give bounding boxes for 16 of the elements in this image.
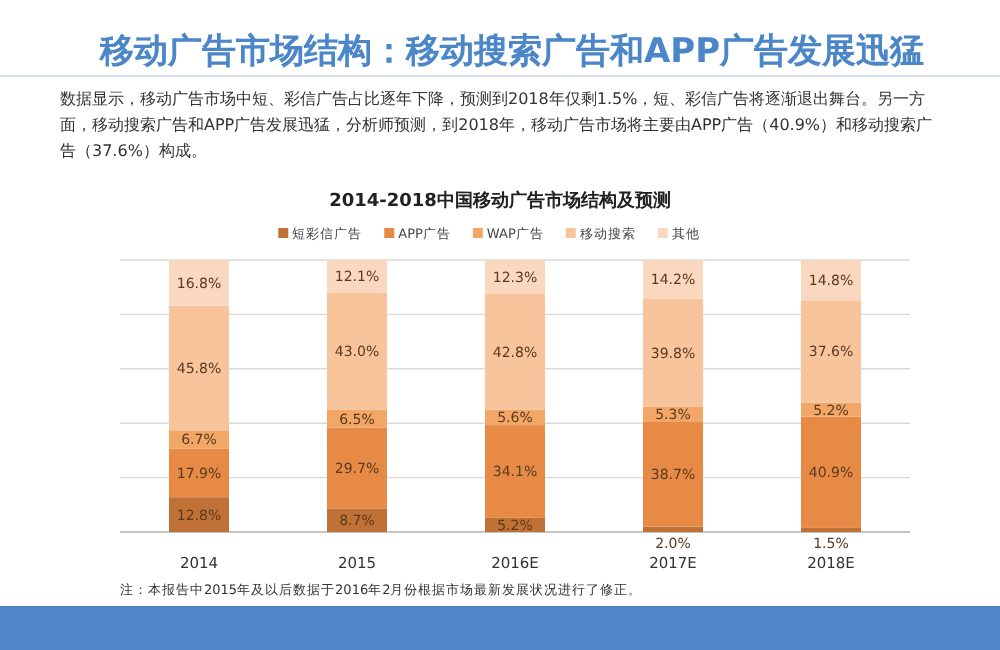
bar — [484, 425, 546, 518]
bar — [642, 298, 704, 407]
chart-subtitle: 2014-2018中国移动广告市场结构及预测 — [329, 190, 671, 212]
bar — [168, 260, 230, 306]
bar — [642, 260, 704, 299]
bar — [168, 305, 230, 431]
bar — [800, 300, 862, 403]
bar — [326, 292, 388, 410]
bar — [642, 421, 704, 527]
bar — [326, 427, 388, 509]
bar — [642, 526, 704, 532]
bar — [168, 448, 230, 498]
chart-title: 移动广告市场结构：移动搜索广告和APP广告发展迅猛 — [98, 32, 925, 72]
bar — [484, 293, 546, 410]
text: 数据显示，移动广告市场中短、彩信广告占比逐年下降，预测到2018年仅剩1.5%，短、彩信广告将逐渐退出舞台。另一方面，移动搜索广告和APP广告发展迅猛，分析师预测，到2018年，移动广告市场将主要由APP广告（40.9%）和移动搜索广告（37.6%）构成。 — [60, 90, 933, 160]
bar — [800, 416, 862, 528]
